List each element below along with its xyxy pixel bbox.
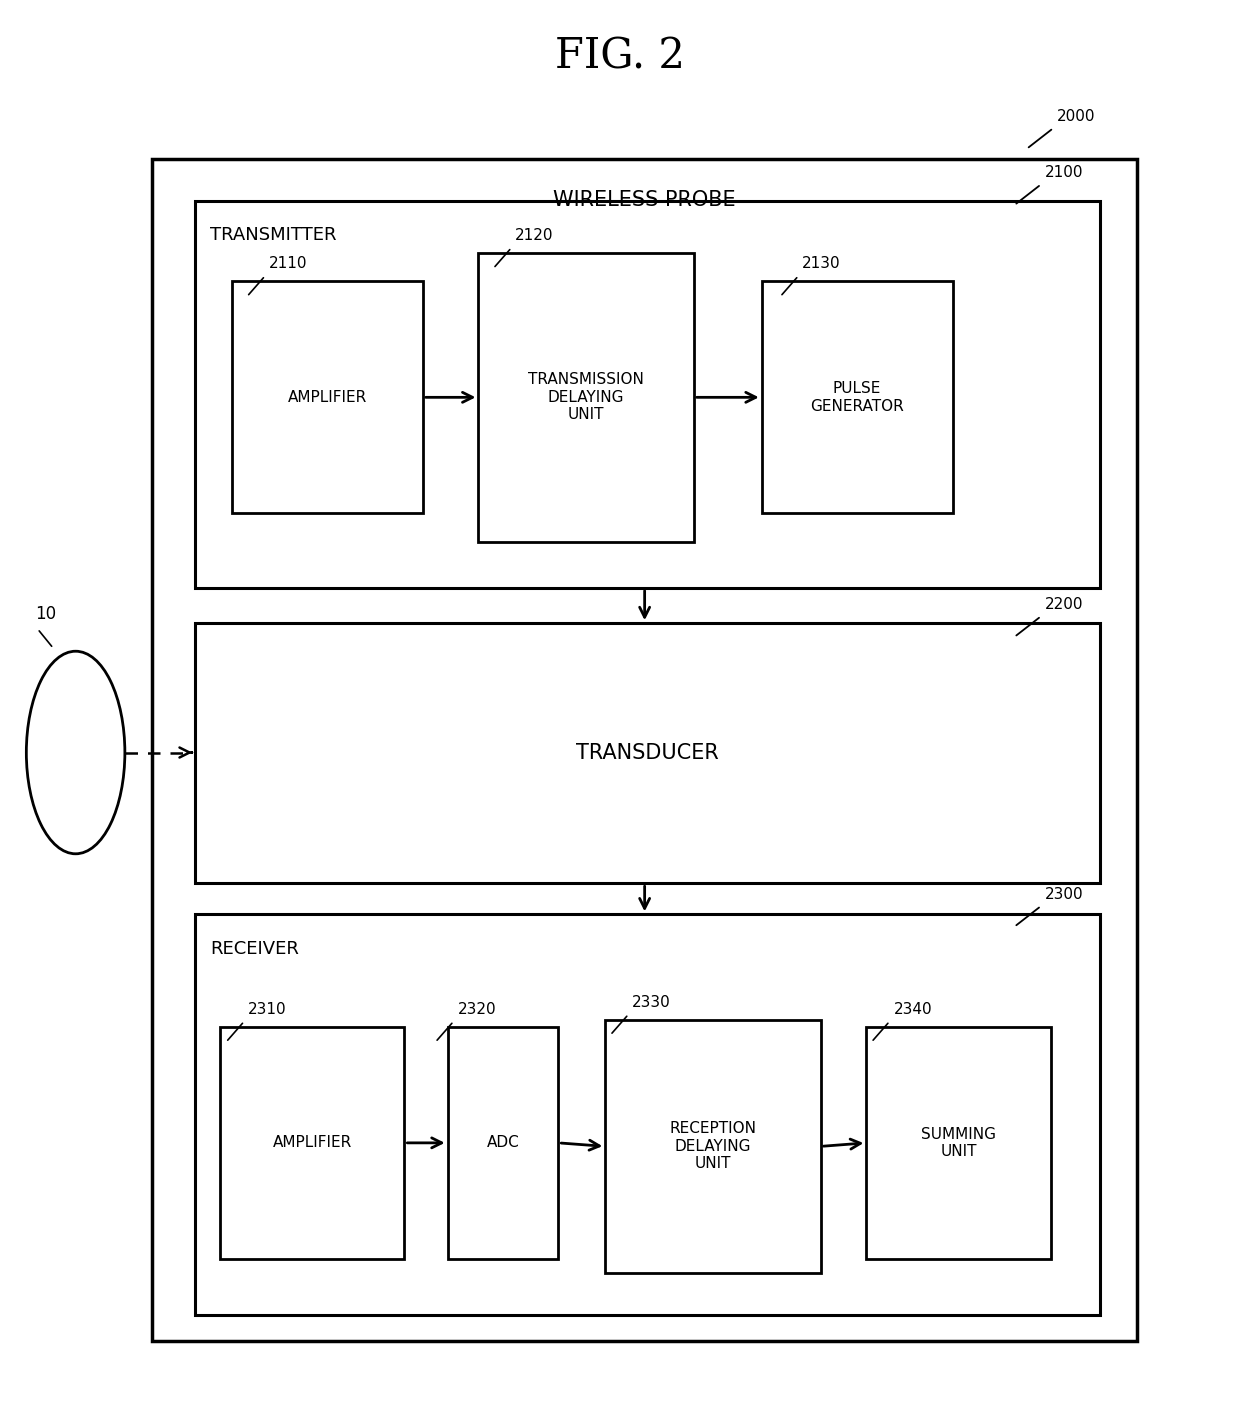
Text: 2130: 2130 — [802, 256, 841, 272]
Text: TRANSDUCER: TRANSDUCER — [577, 743, 719, 763]
Bar — [195, 914, 1100, 1315]
Text: 2110: 2110 — [269, 256, 308, 272]
Bar — [761, 282, 952, 514]
Text: 2330: 2330 — [632, 995, 671, 1010]
Text: AMPLIFIER: AMPLIFIER — [288, 389, 367, 405]
Text: 2120: 2120 — [516, 228, 554, 243]
Text: AMPLIFIER: AMPLIFIER — [273, 1135, 352, 1150]
Bar — [195, 623, 1100, 883]
Text: SUMMING
UNIT: SUMMING UNIT — [921, 1126, 996, 1159]
Bar — [448, 1027, 558, 1259]
Text: ADC: ADC — [486, 1135, 520, 1150]
Text: TRANSMITTER: TRANSMITTER — [210, 226, 336, 245]
Text: 2100: 2100 — [1045, 166, 1084, 180]
Text: 2340: 2340 — [894, 1002, 932, 1017]
Text: WIRELESS PROBE: WIRELESS PROBE — [553, 190, 737, 209]
Bar — [195, 201, 1100, 589]
Text: RECEPTION
DELAYING
UNIT: RECEPTION DELAYING UNIT — [670, 1122, 756, 1172]
Bar — [479, 253, 694, 542]
Text: RECEIVER: RECEIVER — [210, 940, 299, 958]
Bar — [153, 158, 1137, 1340]
Text: FIG. 2: FIG. 2 — [556, 35, 684, 78]
Text: 2310: 2310 — [248, 1002, 286, 1017]
Bar — [232, 282, 423, 514]
Text: 10: 10 — [35, 606, 56, 623]
Bar — [867, 1027, 1052, 1259]
Text: TRANSMISSION
DELAYING
UNIT: TRANSMISSION DELAYING UNIT — [528, 372, 644, 422]
Text: 2320: 2320 — [458, 1002, 496, 1017]
Text: 2300: 2300 — [1045, 887, 1084, 901]
Bar — [605, 1020, 821, 1274]
Text: PULSE
GENERATOR: PULSE GENERATOR — [810, 381, 904, 413]
Text: 2200: 2200 — [1045, 597, 1084, 611]
Bar — [219, 1027, 404, 1259]
Ellipse shape — [26, 651, 125, 853]
Text: 2000: 2000 — [1058, 109, 1096, 123]
